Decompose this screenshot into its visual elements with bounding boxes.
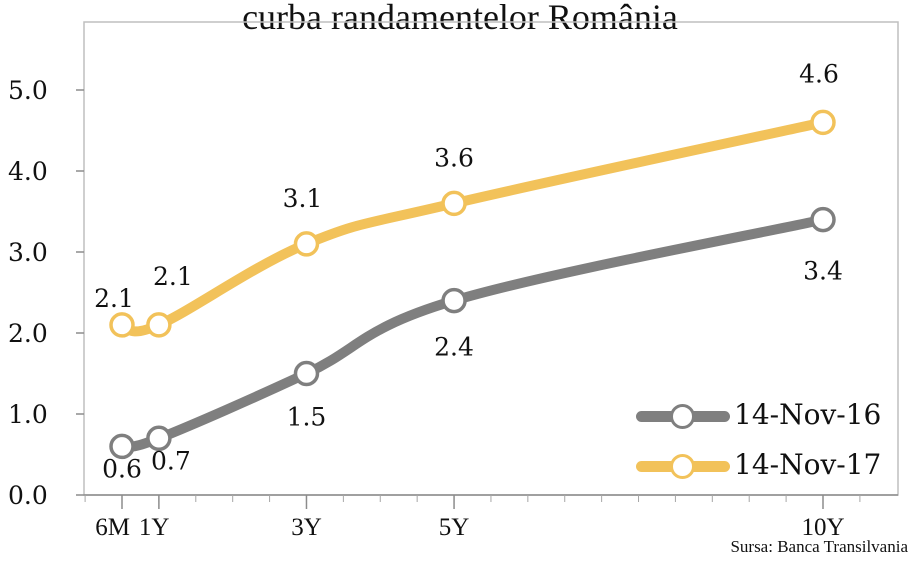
data-label: 2.1	[94, 284, 134, 313]
x-tick-label: 3Y	[291, 514, 322, 541]
data-point-14-Nov-17	[293, 231, 320, 257]
data-point-14-Nov-17	[441, 190, 467, 217]
data-label: 3.1	[283, 184, 323, 213]
data-point-14-Nov-17	[146, 312, 172, 338]
data-point-14-Nov-16	[441, 287, 467, 314]
source-note: Sursa: Banca Transilvania	[730, 537, 908, 556]
legend-marker-2017	[670, 454, 695, 479]
y-tick-label: 3.0	[8, 238, 48, 267]
data-point-14-Nov-17	[810, 109, 836, 136]
legend-label-2016: 14-Nov-16	[734, 398, 882, 431]
data-label: 1.5	[287, 403, 327, 432]
data-label: 2.1	[153, 262, 193, 291]
legend-marker-2016	[670, 404, 695, 429]
y-tick-label: 1.0	[8, 400, 48, 429]
x-tick-label: 1Y	[139, 514, 170, 541]
legend-label-2017: 14-Nov-17	[734, 448, 882, 481]
data-point-14-Nov-16	[810, 206, 836, 233]
data-label: 0.7	[151, 446, 191, 475]
data-label: 2.4	[434, 333, 474, 362]
y-tick-label: 2.0	[8, 319, 48, 348]
data-point-14-Nov-16	[109, 433, 135, 460]
y-tick-label: 0.0	[8, 481, 48, 510]
data-label: 3.6	[434, 143, 474, 172]
data-point-14-Nov-17	[109, 312, 135, 338]
y-tick-label: 4.0	[8, 157, 48, 186]
data-point-14-Nov-16	[146, 425, 172, 452]
x-tick-label: 10Y	[801, 514, 844, 541]
data-label: 3.4	[803, 257, 843, 286]
y-tick-label: 5.0	[8, 76, 48, 105]
chart-title: curba randamentelor România	[242, 0, 678, 37]
data-label: 0.6	[102, 454, 142, 483]
x-tick-label: 5Y	[439, 514, 470, 541]
x-tick-label: 6M	[95, 514, 130, 541]
data-point-14-Nov-16	[293, 360, 320, 387]
data-label: 4.6	[799, 59, 839, 88]
